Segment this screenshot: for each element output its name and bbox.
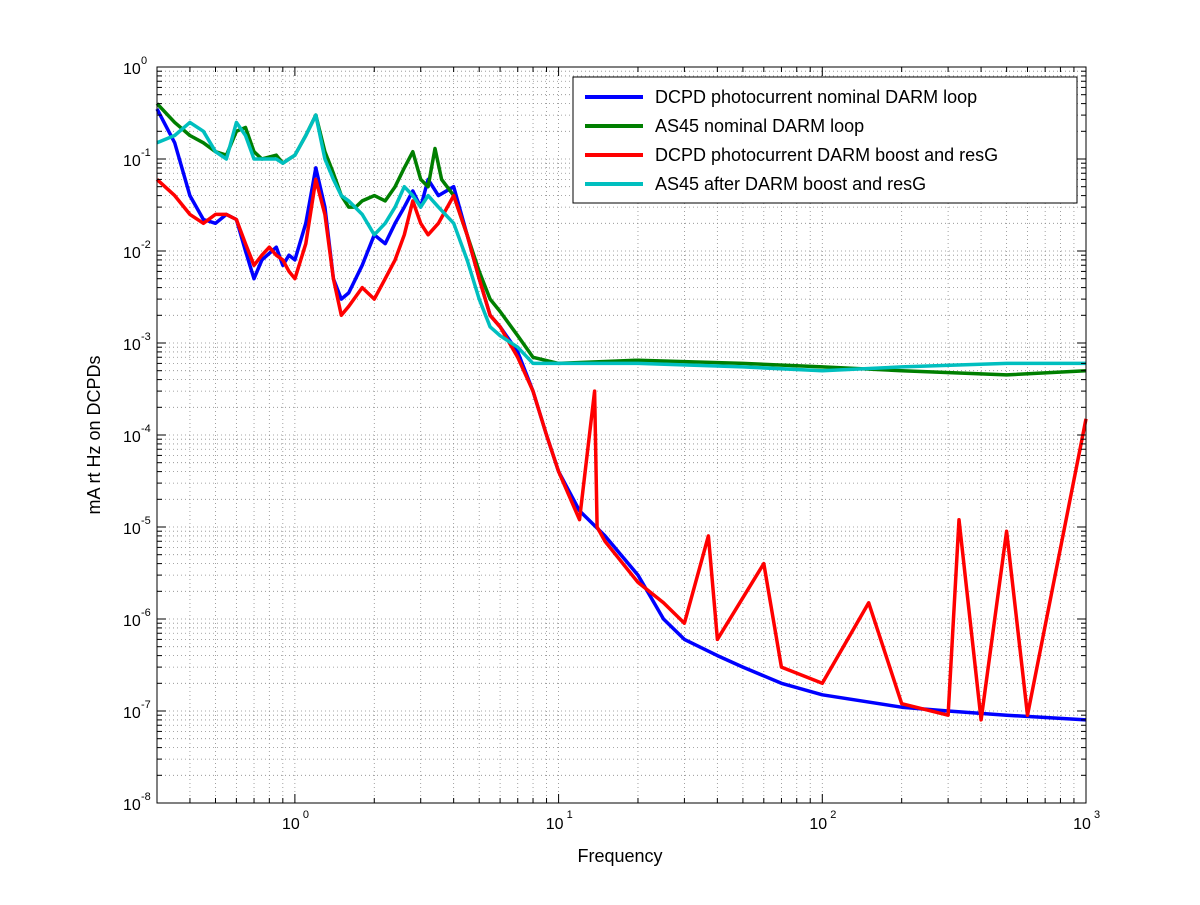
x-tick-label: 10 xyxy=(546,816,564,833)
y-axis-label: mA rt Hz on DCPDs xyxy=(84,355,104,514)
x-tick-label-exponent: 3 xyxy=(1094,809,1100,821)
legend-label-4: AS45 after DARM boost and resG xyxy=(655,174,926,194)
y-tick-label: 10 xyxy=(123,521,141,538)
series-group xyxy=(155,102,1088,722)
y-tick-label: 10 xyxy=(123,705,141,722)
legend-label-1: DCPD photocurrent nominal DARM loop xyxy=(655,87,977,107)
x-axis-label: Frequency xyxy=(577,846,662,866)
y-tick-label-exponent: -6 xyxy=(141,607,151,619)
series-line-4 xyxy=(156,113,1086,373)
y-tick-label-exponent: -3 xyxy=(141,331,151,343)
y-tick-label-exponent: -2 xyxy=(141,239,151,251)
x-tick-label-exponent: 0 xyxy=(303,809,309,821)
y-tick-label: 10 xyxy=(123,797,141,814)
y-tick-label: 10 xyxy=(123,337,141,354)
series-line-3 xyxy=(155,177,1088,722)
y-tick-label-exponent: 0 xyxy=(141,55,147,67)
series-line-1 xyxy=(155,108,1087,722)
y-tick-label: 10 xyxy=(123,153,141,170)
y-tick-label-exponent: -8 xyxy=(141,791,151,803)
x-tick-label: 10 xyxy=(1073,816,1091,833)
x-tick-label-exponent: 2 xyxy=(830,809,836,821)
y-tick-label-exponent: -7 xyxy=(141,699,151,711)
legend: DCPD photocurrent nominal DARM loop AS45 … xyxy=(572,76,1078,204)
y-tick-label-exponent: -4 xyxy=(141,423,151,435)
y-tick-label: 10 xyxy=(123,429,141,446)
x-tick-label-exponent: 1 xyxy=(567,809,573,821)
y-tick-label-exponent: -5 xyxy=(141,515,151,527)
y-tick-label: 10 xyxy=(123,613,141,630)
x-tick-label: 10 xyxy=(809,816,827,833)
y-tick-label: 10 xyxy=(123,61,141,78)
legend-label-3: DCPD photocurrent DARM boost and resG xyxy=(655,145,998,165)
y-tick-label: 10 xyxy=(123,245,141,262)
legend-box xyxy=(572,76,1078,204)
axes xyxy=(156,66,1087,804)
x-tick-label: 10 xyxy=(282,816,300,833)
y-tick-label-exponent: -1 xyxy=(141,147,151,159)
series-line-2 xyxy=(155,102,1087,377)
legend-label-2: AS45 nominal DARM loop xyxy=(655,116,864,136)
